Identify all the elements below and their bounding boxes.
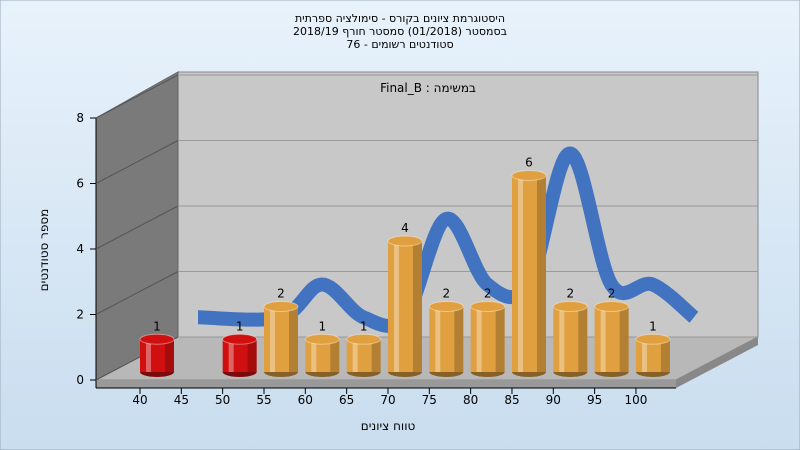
value-label: 1 xyxy=(318,319,326,333)
bar xyxy=(140,339,174,372)
title: היסטוגרמת ציונים בקורס - סימולציה ספרתית… xyxy=(293,12,507,51)
value-label: 1 xyxy=(153,319,161,333)
floor-edge xyxy=(96,380,676,388)
bar xyxy=(553,306,588,372)
bar-top xyxy=(428,301,464,312)
bar-top xyxy=(263,301,299,312)
value-label: 2 xyxy=(484,287,492,301)
y-axis-label: מספר סטודנטים xyxy=(37,209,51,292)
y-tick-label: 2 xyxy=(76,308,84,322)
left-wall xyxy=(95,71,179,381)
bar-highlight xyxy=(393,241,399,372)
bar-dark xyxy=(578,306,588,372)
title-line: סטודנטים רשומים - 76 xyxy=(346,38,453,51)
value-label: 1 xyxy=(236,319,244,333)
bar xyxy=(305,339,340,372)
bar-top xyxy=(635,333,671,345)
bar xyxy=(387,241,422,372)
bar-highlight xyxy=(600,306,606,372)
x-tick-label: 100 xyxy=(625,393,648,407)
bar-top xyxy=(222,333,258,345)
y-tick-label: 6 xyxy=(76,177,84,191)
value-label: 4 xyxy=(401,221,409,235)
value-label: 1 xyxy=(360,319,368,333)
bar-dark xyxy=(536,175,546,372)
grid-line xyxy=(95,140,179,184)
bar-top xyxy=(470,301,506,312)
y-tick-label: 8 xyxy=(76,111,84,125)
bar-top xyxy=(552,301,588,312)
bar-dark xyxy=(412,241,422,372)
bar-highlight xyxy=(476,306,482,372)
grid-line xyxy=(95,74,179,119)
title-line: היסטוגרמת ציונים בקורס - סימולציה ספרתית xyxy=(295,12,505,25)
x-tick-label: 60 xyxy=(298,393,313,407)
bar-highlight xyxy=(641,339,647,372)
bar-top xyxy=(511,170,547,181)
bar-dark xyxy=(288,306,298,372)
x-tick-label: 90 xyxy=(546,393,561,407)
bar xyxy=(594,306,629,372)
value-label: 1 xyxy=(649,319,657,333)
bar-dark xyxy=(660,339,670,372)
value-label: 2 xyxy=(566,287,574,301)
bar-highlight xyxy=(517,175,523,372)
bar-highlight xyxy=(146,339,151,372)
y-tick-label: 4 xyxy=(76,242,84,256)
bar-top xyxy=(304,333,340,345)
x-tick-label: 40 xyxy=(132,393,147,407)
value-label: 2 xyxy=(608,287,616,301)
x-tick-label: 45 xyxy=(174,393,189,407)
bar-dark xyxy=(247,339,257,372)
bar-dark xyxy=(165,339,174,372)
x-axis-label: טווח ציונים xyxy=(361,419,416,433)
floor-side xyxy=(676,337,758,388)
bar-highlight xyxy=(559,306,565,372)
x-tick-label: 95 xyxy=(587,393,602,407)
x-tick-label: 80 xyxy=(463,393,478,407)
bar xyxy=(263,306,298,372)
bar-dark xyxy=(454,306,464,372)
bar-dark xyxy=(330,339,340,372)
grid-line xyxy=(95,271,179,315)
bar-highlight xyxy=(311,339,317,372)
bar-highlight xyxy=(228,339,234,372)
bar-highlight xyxy=(269,306,275,372)
bar xyxy=(346,339,381,372)
bar-top xyxy=(387,235,423,247)
bar-top xyxy=(594,301,630,312)
bar xyxy=(635,339,670,372)
annotation: במשימה : Final_B xyxy=(380,81,476,95)
grid-line xyxy=(95,205,179,250)
curve xyxy=(197,146,699,333)
bar-dark xyxy=(371,339,381,372)
x-tick-label: 85 xyxy=(504,393,519,407)
title-line: בסמסטר (01/2018) סמסטר חורף 2018/19 xyxy=(293,25,507,38)
bar-dark xyxy=(619,306,629,372)
value-label: 2 xyxy=(442,287,450,301)
bar-top xyxy=(139,333,175,345)
bar xyxy=(429,306,464,372)
bar-highlight xyxy=(352,339,358,372)
x-tick-label: 65 xyxy=(339,393,354,407)
value-label: 2 xyxy=(277,287,285,301)
x-tick-label: 70 xyxy=(380,393,395,407)
bar xyxy=(470,306,505,372)
bar-highlight xyxy=(435,306,441,372)
x-tick-label: 75 xyxy=(422,393,437,407)
value-label: 6 xyxy=(525,156,533,170)
y-tick-label: 0 xyxy=(76,373,84,387)
bar xyxy=(222,339,257,372)
x-tick-label: 50 xyxy=(215,393,230,407)
x-tick-label: 55 xyxy=(256,393,271,407)
bar-dark xyxy=(495,306,505,372)
bar-top xyxy=(346,333,382,345)
bar xyxy=(511,175,546,372)
